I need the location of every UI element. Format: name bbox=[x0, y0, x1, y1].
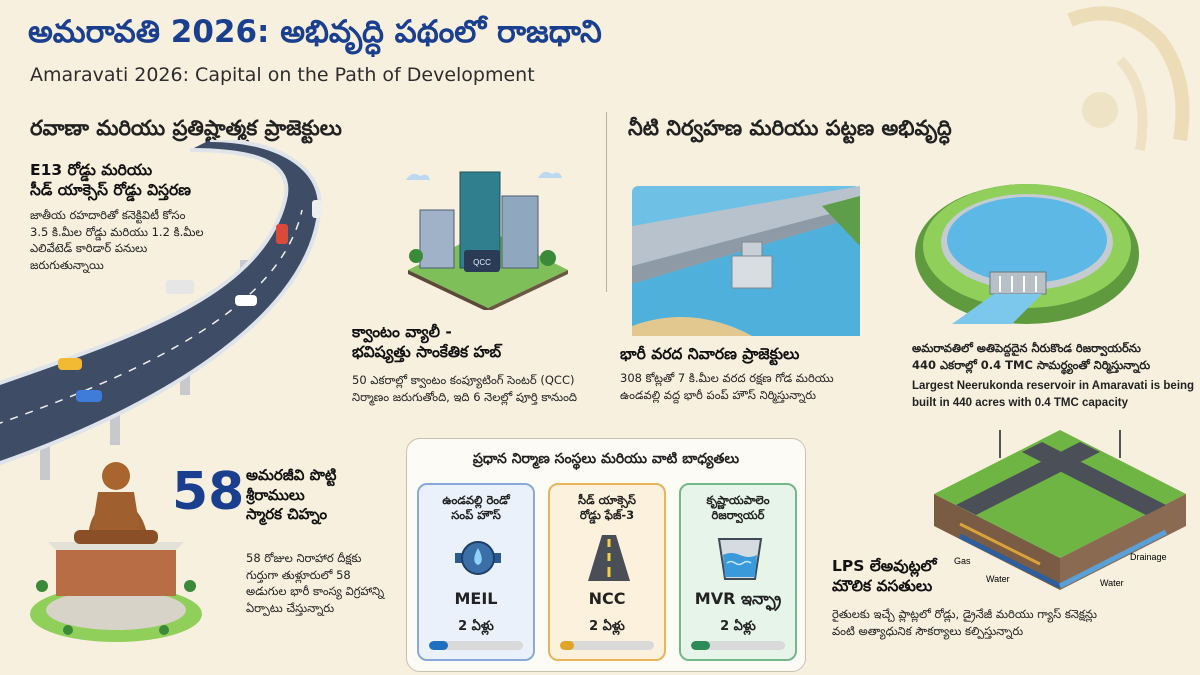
card-progress-bar bbox=[429, 641, 523, 650]
card-project-name: ఉండవల్లి రెండో సంప్ హౌస్ bbox=[442, 493, 510, 522]
lps-layout-illustration: Gas Water Drainage Water bbox=[934, 430, 1186, 590]
card-progress-fill bbox=[691, 641, 710, 650]
panel-title: ప్రధాన నిర్మాణ సంస్థలు మరియు వాటి బాధ్యత… bbox=[472, 451, 740, 467]
card-duration: 2 ఏళ్లు bbox=[458, 619, 494, 634]
card-progress-fill bbox=[429, 641, 448, 650]
road-project-description: జాతీయ రహదారితో కనెక్టివిటీ కోసం 3.5 కి.మ… bbox=[30, 208, 204, 273]
card-progress-bar bbox=[691, 641, 785, 650]
pump-icon bbox=[455, 541, 501, 575]
quantum-valley-illustration: QCC bbox=[406, 171, 568, 310]
agency-card-ncc: సీడ్ యాక్సెస్ రోడ్డు ఫేజ్-3 NCC 2 ఏళ్లు bbox=[548, 483, 666, 661]
card-company: MVR ఇన్ఫ్రా bbox=[694, 589, 782, 608]
memorial-description: 58 రోజుల నిరాహార దీక్షకు గుర్తుగా తుళ్లూ… bbox=[246, 551, 385, 616]
card-company: MEIL bbox=[454, 589, 498, 608]
agency-card-meil: ఉండవల్లి రెండో సంప్ హౌస్ MEIL 2 ఏళ్లు bbox=[417, 483, 535, 661]
flood-project-title: భారీ వరద నివారణ ప్రాజెక్టులు bbox=[620, 345, 800, 363]
lps-description: రైతులకు ఇచ్చే ప్లాట్లలో రోడ్లు, డ్రైనేజీ… bbox=[832, 607, 1097, 638]
reservoir-illustration bbox=[915, 184, 1139, 324]
card-progress-bar bbox=[560, 641, 654, 650]
construction-agencies-panel: ప్రధాన నిర్మాణ సంస్థలు మరియు వాటి బాధ్యత… bbox=[406, 438, 806, 672]
card-project-name: సీడ్ యాక్సెస్ రోడ్డు ఫేజ్-3 bbox=[578, 493, 636, 522]
flood-project-description: 308 కోట్లతో 7 కి.మీల వరద రక్షణ గోడ మరియు… bbox=[620, 371, 834, 402]
agency-card-mvr: కృష్ణాయపాలెం రిజర్వాయర్ MVR ఇన్ఫ్రా 2 ఏళ… bbox=[679, 483, 797, 661]
elevated-road-illustration bbox=[0, 140, 322, 480]
card-company: NCC bbox=[588, 589, 626, 608]
quantum-valley-title: క్వాంటం వ్యాలీ - భవిష్యత్తు సాంకేతిక హబ్ bbox=[352, 323, 502, 362]
section-divider bbox=[606, 112, 607, 292]
reservoir-icon bbox=[717, 538, 763, 580]
reservoir-description-en: Largest Neerukonda reservoir in Amaravat… bbox=[912, 380, 1195, 409]
gas-label: Gas bbox=[954, 556, 971, 566]
drainage-label: Drainage bbox=[1130, 552, 1167, 562]
statue-illustration bbox=[30, 462, 202, 642]
memorial-title: అమరజీవి పొట్టి శ్రీరాములు స్మారక చిహ్నం bbox=[246, 466, 337, 523]
card-progress-fill bbox=[560, 641, 575, 650]
card-duration: 2 ఏళ్లు bbox=[589, 619, 625, 634]
memorial-number: 58 bbox=[172, 462, 245, 522]
reservoir-description-te: అమరావతిలో అతిపెద్దదైన నీరుకొండ రిజర్వాయర… bbox=[912, 341, 1151, 372]
page-title: అమరావతి 2026: అభివృద్ధి పథంలో రాజధాని bbox=[28, 14, 602, 50]
water-label-2: Water bbox=[1100, 578, 1124, 588]
flood-wall-illustration bbox=[632, 186, 860, 336]
road-icon bbox=[588, 535, 630, 581]
road-project-title: E13 రోడ్డు మరియు సీడ్ యాక్సెస్ రోడ్డు వి… bbox=[30, 161, 191, 200]
lps-title: LPS లేఅవుట్లలో మౌలిక వసతులు bbox=[832, 557, 937, 596]
card-duration: 2 ఏళ్లు bbox=[720, 619, 756, 634]
qcc-chip-label: QCC bbox=[473, 258, 491, 267]
section-heading-water: నీటి నిర్వహణ మరియు పట్టణ అభివృద్ధి bbox=[628, 116, 952, 140]
water-label-1: Water bbox=[986, 574, 1010, 584]
section-heading-transport: రవాణా మరియు ప్రతిష్టాత్మక ప్రాజెక్టులు bbox=[30, 116, 342, 140]
quantum-valley-description: 50 ఎకరాల్లో క్వాంటం కంప్యూటింగ్ సెంటర్ (… bbox=[352, 373, 578, 404]
page-subtitle: Amaravati 2026: Capital on the Path of D… bbox=[30, 64, 535, 86]
card-project-name: కృష్ణాయపాలెం రిజర్వాయర్ bbox=[706, 493, 770, 522]
decorative-pattern-icon bbox=[1067, 6, 1190, 151]
